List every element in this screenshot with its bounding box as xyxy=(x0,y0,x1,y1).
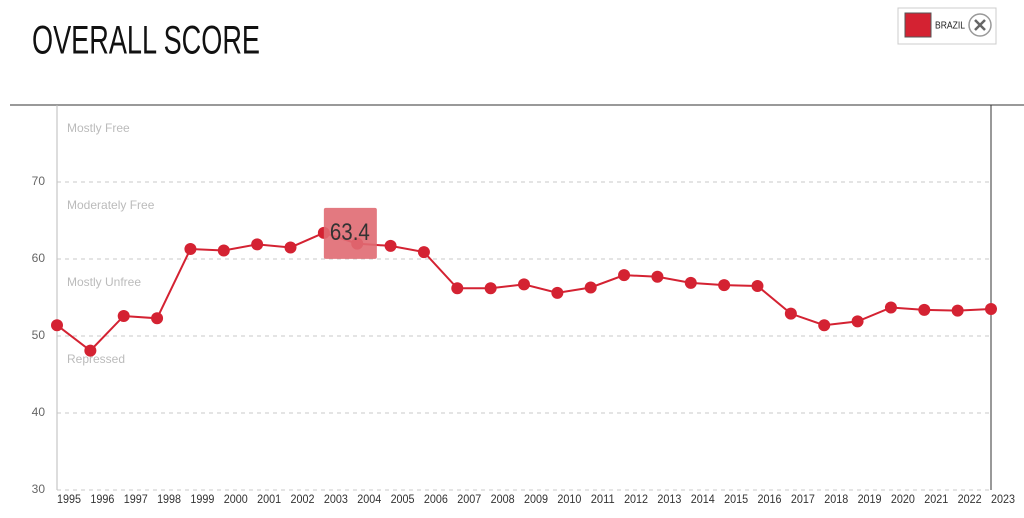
data-point xyxy=(751,279,764,292)
data-point xyxy=(284,241,297,254)
x-tick-label: 2008 xyxy=(491,492,515,506)
data-point xyxy=(818,319,831,332)
data-point xyxy=(784,307,797,320)
x-tick-label: 2005 xyxy=(391,492,415,506)
x-tick-label: 2016 xyxy=(758,492,782,506)
x-tick-label: 2010 xyxy=(557,492,581,506)
tooltip-value: 63.4 xyxy=(330,219,370,246)
data-point xyxy=(518,278,530,291)
y-tick-label: 60 xyxy=(32,251,46,265)
data-point xyxy=(184,242,197,255)
data-point xyxy=(451,282,464,295)
x-tick-label: 2015 xyxy=(724,492,748,506)
data-point xyxy=(384,239,397,252)
zone-label: Repressed xyxy=(67,352,125,366)
data-point xyxy=(718,279,731,292)
x-tick-label: 1997 xyxy=(124,492,148,506)
data-point xyxy=(584,281,597,294)
y-tick-label: 50 xyxy=(32,328,46,342)
legend: BRAZIL xyxy=(897,7,997,45)
x-tick-label: 2022 xyxy=(958,492,982,506)
data-point xyxy=(217,244,230,257)
x-tick-label: 2009 xyxy=(524,492,548,506)
data-point xyxy=(951,304,964,317)
x-tick-label: 1996 xyxy=(90,492,114,506)
x-tick-label: 2004 xyxy=(357,492,381,506)
data-point xyxy=(884,301,897,314)
x-tick-label: 2007 xyxy=(457,492,481,506)
y-tick-label: 30 xyxy=(32,482,46,496)
series-line xyxy=(56,231,992,352)
x-tick-label: 2023 xyxy=(991,492,1015,506)
data-point xyxy=(151,312,164,325)
y-tick-label: 40 xyxy=(32,405,46,419)
data-point xyxy=(417,246,430,259)
x-tick-label: 2013 xyxy=(657,492,681,506)
data-point xyxy=(51,319,63,332)
x-tick-label: 2020 xyxy=(891,492,915,506)
x-tick-label: 2003 xyxy=(324,492,348,506)
data-point xyxy=(651,270,664,283)
x-tick-label: 2000 xyxy=(224,492,248,506)
data-point xyxy=(618,269,631,282)
x-tick-label: 2006 xyxy=(424,492,448,506)
zone-label: Mostly Unfree xyxy=(67,275,141,289)
zone-label: Mostly Free xyxy=(67,121,130,135)
x-tick-label: 2018 xyxy=(824,492,848,506)
close-button[interactable] xyxy=(968,13,992,37)
x-tick-label: 2012 xyxy=(624,492,648,506)
x-tick-label: 1995 xyxy=(57,492,81,506)
legend-swatch xyxy=(904,12,932,38)
data-point xyxy=(484,282,497,295)
x-tick-label: 2019 xyxy=(858,492,882,506)
legend-label: BRAZIL xyxy=(935,21,965,32)
data-point xyxy=(117,309,130,322)
x-tick-label: 2021 xyxy=(924,492,948,506)
data-point xyxy=(851,315,864,328)
x-tick-label: 1999 xyxy=(190,492,214,506)
tooltip-box xyxy=(323,207,377,259)
data-point xyxy=(985,303,997,316)
zone-label: Moderately Free xyxy=(67,198,155,212)
x-tick-label: 2014 xyxy=(691,492,715,506)
data-point xyxy=(684,276,697,289)
x-tick-label: 2001 xyxy=(257,492,281,506)
data-point xyxy=(84,344,97,357)
x-tick-label: 2002 xyxy=(291,492,315,506)
data-point xyxy=(251,238,264,251)
x-tick-label: 1998 xyxy=(157,492,181,506)
x-tick-label: 2011 xyxy=(591,492,615,506)
chart-title: OVERALL SCORE xyxy=(32,19,260,63)
data-point xyxy=(918,303,931,316)
data-point xyxy=(551,286,564,299)
x-tick-label: 2017 xyxy=(791,492,815,506)
y-tick-label: 70 xyxy=(32,174,46,188)
